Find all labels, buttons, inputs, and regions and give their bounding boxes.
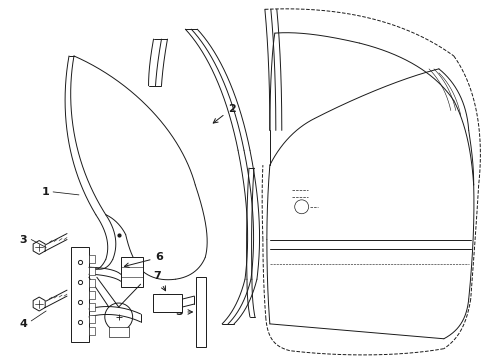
Text: 6: 6 <box>124 252 163 267</box>
Bar <box>89 303 95 311</box>
Bar <box>89 327 95 335</box>
Text: 7: 7 <box>153 271 165 291</box>
Bar <box>89 315 95 323</box>
Text: 4: 4 <box>20 319 27 329</box>
Text: 3: 3 <box>20 234 27 244</box>
Bar <box>152 294 182 312</box>
Text: 2: 2 <box>213 104 235 123</box>
Text: 5: 5 <box>174 307 192 317</box>
Bar <box>71 247 89 342</box>
Bar <box>196 277 206 347</box>
Bar <box>89 255 95 264</box>
Bar <box>89 267 95 275</box>
Bar <box>108 327 128 337</box>
Text: 1: 1 <box>41 187 49 197</box>
Bar <box>89 279 95 287</box>
Bar <box>121 257 142 287</box>
Bar <box>89 291 95 299</box>
